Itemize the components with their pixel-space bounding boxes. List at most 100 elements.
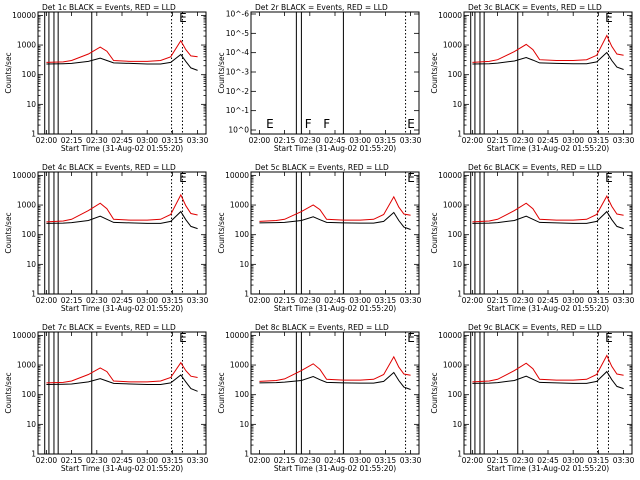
y-tick-label: 100 <box>448 390 463 399</box>
events-series-line <box>46 53 198 71</box>
y-tick-label: 100 <box>22 390 37 399</box>
flag-label: E <box>407 117 415 131</box>
y-tick-label: 1000 <box>230 201 249 210</box>
y-tick-label: 10 <box>26 420 36 429</box>
plot-frame <box>250 11 420 135</box>
x-tick-label: 02:30 <box>86 136 108 145</box>
y-tick-label: 10 <box>239 260 249 269</box>
x-axis-label: Start Time (31-Aug-02 01:55:20) <box>487 304 609 313</box>
x-tick-label: 02:45 <box>324 456 346 465</box>
x-tick-label: 03:00 <box>136 296 158 305</box>
y-tick-label: 10 <box>26 100 36 109</box>
flag-label: F <box>305 117 312 131</box>
x-tick-label: 03:00 <box>349 456 371 465</box>
x-tick-label: 02:00 <box>249 296 271 305</box>
x-tick-label: 02:15 <box>61 136 83 145</box>
lld-series-line <box>46 39 198 63</box>
y-tick-label: 1000 <box>443 201 462 210</box>
plot-frame <box>250 171 420 295</box>
x-tick-label: 03:15 <box>588 136 610 145</box>
lld-series-line <box>46 361 198 384</box>
panel-5: Det 5c BLACK = Events, RED = LLD Counts/s… <box>217 163 422 313</box>
events-series-line <box>472 210 624 230</box>
x-tick-label: 02:30 <box>299 456 321 465</box>
y-tick-label: 10^-4 <box>226 48 250 57</box>
x-tick-label: 02:30 <box>512 136 534 145</box>
x-tick-label: 02:45 <box>111 136 133 145</box>
panel-1: Det 1c BLACK = Events, RED = LLD Counts/s… <box>4 3 209 153</box>
panel-7: Det 7c BLACK = Events, RED = LLD Counts/s… <box>4 323 209 473</box>
y-tick-label: 1000 <box>17 41 36 50</box>
y-axis-label: Counts/sec <box>217 212 226 253</box>
plot-frame <box>463 11 633 135</box>
lld-series-line <box>472 34 624 63</box>
y-tick-label: 10000 <box>438 331 462 340</box>
x-tick-label: 03:15 <box>375 296 397 305</box>
events-series-line <box>259 371 411 390</box>
panel-9: Det 9c BLACK = Events, RED = LLD Counts/s… <box>430 323 635 473</box>
panel-title: Det 6c BLACK = Events, RED = LLD <box>468 163 602 172</box>
y-axis-label: Counts/sec <box>430 52 439 93</box>
x-tick-label: 03:15 <box>162 136 184 145</box>
x-tick-label: 03:15 <box>162 296 184 305</box>
y-tick-label: 10000 <box>438 11 462 20</box>
panel-title: Det 1c BLACK = Events, RED = LLD <box>42 3 176 12</box>
y-tick-label: 10 <box>26 260 36 269</box>
y-tick-label: 1 <box>457 290 462 299</box>
x-tick-label: 02:45 <box>324 296 346 305</box>
y-axis-label: Counts/sec <box>217 372 226 413</box>
x-tick-label: 02:15 <box>274 296 296 305</box>
panel-title: Det 5c BLACK = Events, RED = LLD <box>255 163 389 172</box>
x-axis-label: Start Time (31-Aug-02 01:55:20) <box>487 464 609 473</box>
y-tick-label: 1000 <box>17 361 36 370</box>
x-tick-label: 02:15 <box>487 296 509 305</box>
x-tick-label: 03:00 <box>562 456 584 465</box>
y-tick-label: 10 <box>452 100 462 109</box>
y-tick-label: 100 <box>235 230 250 239</box>
x-tick-label: 03:30 <box>400 456 422 465</box>
x-tick-label: 02:30 <box>299 136 321 145</box>
x-tick-label: 02:00 <box>249 456 271 465</box>
y-tick-label: 10^-1 <box>226 106 250 115</box>
panel-title: Det 9c BLACK = Events, RED = LLD <box>468 323 602 332</box>
x-tick-label: 02:30 <box>512 456 534 465</box>
lld-series-line <box>259 195 411 222</box>
x-tick-label: 02:15 <box>274 136 296 145</box>
panel-8: Det 8c BLACK = Events, RED = LLD Counts/s… <box>217 323 422 473</box>
panel-title: Det 8c BLACK = Events, RED = LLD <box>255 323 389 332</box>
x-tick-label: 02:30 <box>512 296 534 305</box>
x-tick-label: 03:15 <box>375 456 397 465</box>
flag-label: E <box>407 331 415 345</box>
y-tick-label: 100 <box>235 390 250 399</box>
x-tick-label: 02:00 <box>36 296 58 305</box>
x-axis-label: Start Time (31-Aug-02 01:55:20) <box>487 144 609 153</box>
y-axis-label: Counts/sec <box>4 52 13 93</box>
y-tick-label: 10000 <box>438 171 462 180</box>
x-tick-label: 03:00 <box>562 136 584 145</box>
x-tick-label: 03:30 <box>187 296 209 305</box>
lld-series-line <box>472 354 624 383</box>
y-tick-label: 100 <box>448 230 463 239</box>
y-axis-label: Counts/sec <box>430 372 439 413</box>
panel-2: Det 2r BLACK = Events, RED = LLD Counts/s… <box>217 3 422 153</box>
flag-label: E <box>266 117 274 131</box>
panel-4: Det 4c BLACK = Events, RED = LLD Counts/s… <box>4 163 209 313</box>
x-axis-label: Start Time (31-Aug-02 01:55:20) <box>61 144 183 153</box>
y-tick-label: 1000 <box>443 361 462 370</box>
y-tick-label: 1000 <box>443 41 462 50</box>
flag-label: E <box>605 171 613 185</box>
y-tick-label: 100 <box>448 70 463 79</box>
y-tick-label: 10^-3 <box>226 68 250 77</box>
panel-title: Det 7c BLACK = Events, RED = LLD <box>42 323 176 332</box>
x-tick-label: 03:00 <box>349 296 371 305</box>
x-tick-label: 02:00 <box>462 456 484 465</box>
x-tick-label: 03:00 <box>562 296 584 305</box>
x-tick-label: 02:00 <box>462 296 484 305</box>
x-tick-label: 02:45 <box>537 456 559 465</box>
lld-series-line <box>472 195 624 223</box>
x-tick-label: 03:30 <box>400 136 422 145</box>
events-series-line <box>46 374 198 392</box>
x-tick-label: 02:30 <box>86 296 108 305</box>
x-tick-label: 02:45 <box>111 296 133 305</box>
